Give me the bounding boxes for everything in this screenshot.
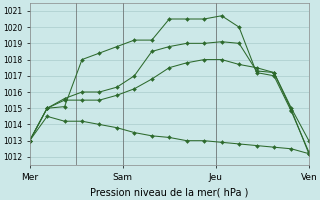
X-axis label: Pression niveau de la mer( hPa ): Pression niveau de la mer( hPa )	[90, 187, 248, 197]
